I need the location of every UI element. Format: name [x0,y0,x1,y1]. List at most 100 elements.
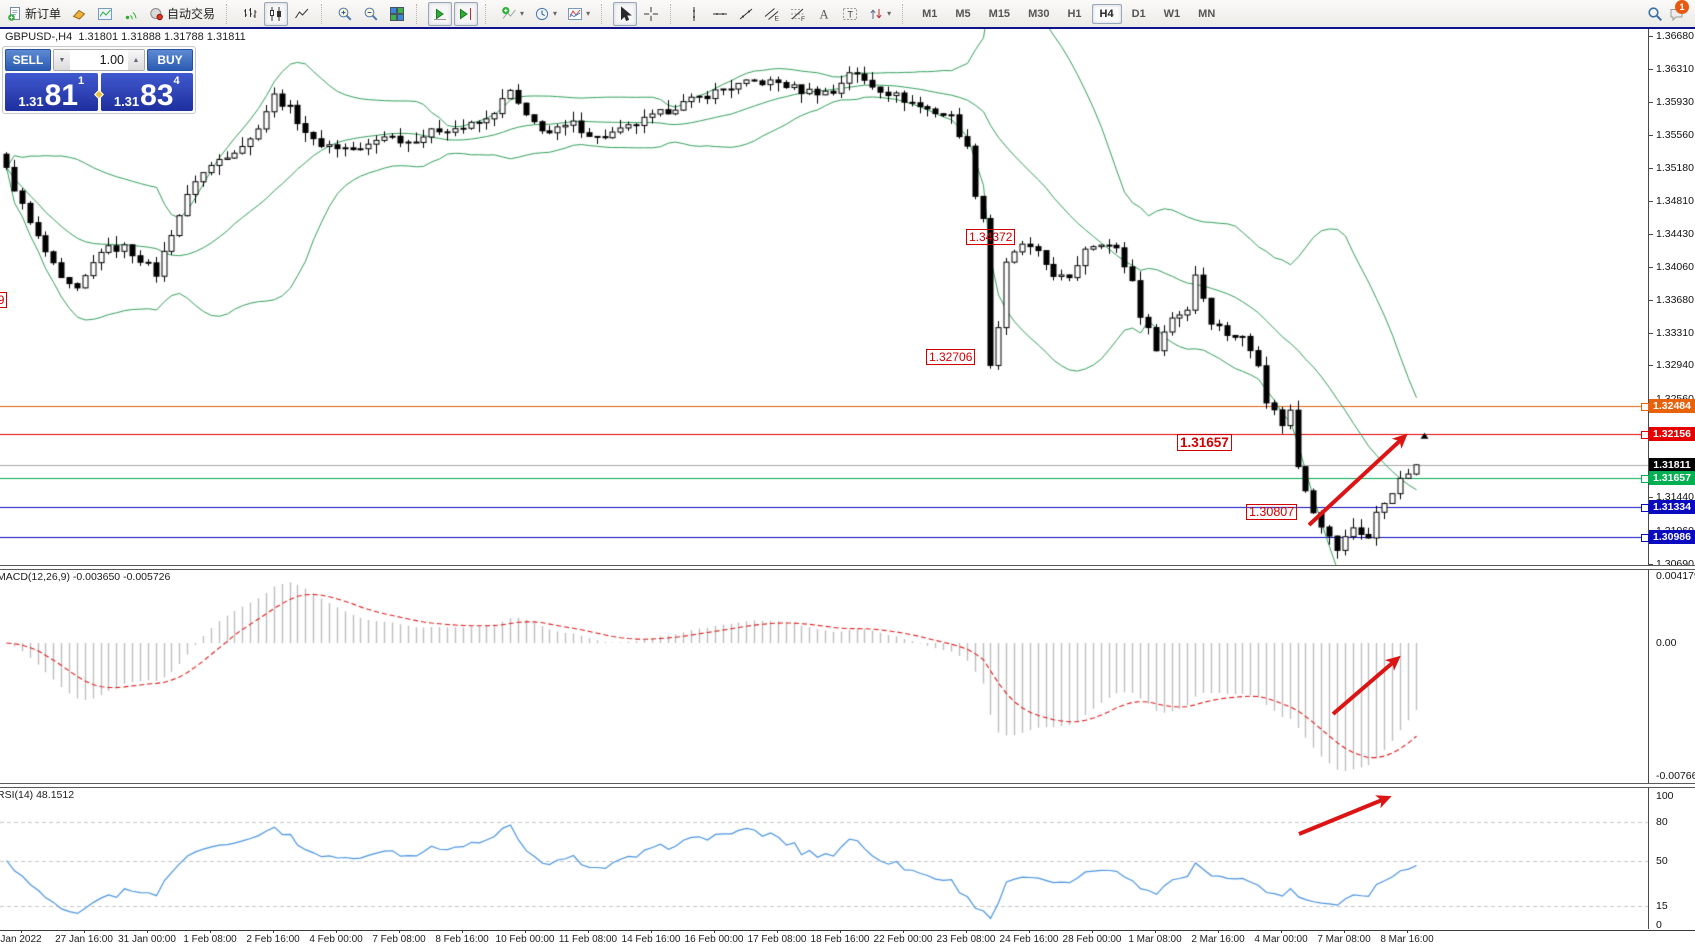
eraser-button[interactable] [67,2,91,26]
price-text-label[interactable]: 1.30807 [1246,504,1298,520]
sell-price-pip: 1 [78,75,85,87]
candle-chart-button[interactable] [264,1,289,26]
time-axis-label: Jan 2022 [0,934,42,945]
hline-anchor-square[interactable] [1641,504,1649,512]
price-axis-tick-label: 1.35180 [1656,162,1694,174]
time-axis-tick [1218,930,1219,933]
timeframe-m1-button[interactable]: M1 [922,7,938,20]
zoom-in-icon [337,6,353,22]
time-axis-label: 8 Feb 16:00 [435,934,489,945]
dropdown-caret-icon[interactable]: ▾ [887,9,892,18]
dropdown-caret-icon[interactable]: ▾ [553,9,558,18]
time-axis-tick [651,930,652,933]
time-axis-tick [210,930,211,933]
time-axis-tick [714,930,715,933]
rsi-scale-label: 80 [1656,816,1668,828]
macd-scale-label: 0.004179 [1656,570,1695,582]
cursor-button[interactable] [613,1,638,26]
macd-indicator-canvas[interactable] [0,569,1648,781]
dropdown-caret-icon[interactable]: ▾ [520,9,525,18]
zoom-in-button[interactable] [333,2,357,26]
time-axis-tick [840,930,841,933]
templates-button[interactable]: ▾ [563,2,594,26]
hline-anchor-square[interactable] [1641,431,1649,439]
volume-input[interactable]: 1.00 [99,53,124,67]
fibonacci-button[interactable]: F [786,2,810,26]
price-axis-tick [1648,69,1653,70]
sell-price-display[interactable]: 1.31 81 1 [5,73,98,111]
dropdown-caret-icon[interactable]: ▾ [586,9,591,18]
doc-plus-icon [7,6,23,22]
hline-icon [712,6,728,22]
buy-price-display[interactable]: 1.31 83 4 [100,73,193,111]
text-label-button[interactable]: T [838,2,862,26]
crosshair-button[interactable] [639,2,663,26]
price-text-label[interactable]: 1.34372 [966,229,1016,245]
bar-chart-button[interactable] [238,2,262,26]
timeframe-m30-button[interactable]: M30 [1028,7,1050,20]
channel-button[interactable]: E [760,2,784,26]
text-button[interactable]: A [812,2,836,26]
vertical-line-button[interactable] [682,2,706,26]
price-axis-tick [1648,36,1653,37]
trendline-button[interactable] [734,2,758,26]
toolbar-left: 新订单 自动交易 ▾ ▾ ▾ E F A T ▾ [2,1,913,26]
time-axis-label: 27 Jan 16:00 [55,934,113,945]
timeframe-h1-button[interactable]: H1 [1067,7,1082,20]
indicators-button[interactable]: ▾ [497,2,528,26]
time-axis-tick [84,930,85,933]
macd-scale-label: 0.00 [1656,637,1677,649]
toolbar-separator [902,3,910,24]
price-axis-tick [1648,135,1653,136]
new-order-button[interactable]: 新订单 [3,2,65,26]
chart-window-button[interactable] [93,2,117,26]
time-axis[interactable] [0,930,1695,948]
volume-decrease-button[interactable]: ▼ [54,50,70,70]
price-axis-tick-label: 1.34060 [1656,261,1694,273]
sell-button[interactable]: SELL [5,49,51,71]
chart-shift-button[interactable] [454,1,479,26]
price-axis-tick-label: 1.34810 [1656,195,1694,207]
hline-anchor-square[interactable] [1641,475,1649,483]
zoom-out-button[interactable] [359,2,383,26]
tile-windows-button[interactable] [385,2,409,26]
rsi-panel-separator[interactable] [0,783,1695,788]
time-axis-tick [399,930,400,933]
time-axis-tick [1407,930,1408,933]
price-text-label[interactable]: 1.31657 [1177,434,1232,451]
time-axis-tick [1029,930,1030,933]
macd-panel-separator[interactable] [0,565,1695,570]
price-axis-tick-label: 1.36310 [1656,63,1694,75]
signal-button[interactable] [119,2,143,26]
notification-badge[interactable]: 1 [1675,0,1689,14]
timeframe-m5-button[interactable]: M5 [955,7,971,20]
horizontal-line-button[interactable] [708,2,732,26]
hline-anchor-square[interactable] [1641,403,1649,411]
timeframe-w1-button[interactable]: W1 [1163,7,1181,20]
price-text-label[interactable]: 1.33559 [0,292,8,308]
auto-trading-button[interactable]: 自动交易 [145,2,219,26]
signal-icon [123,6,139,22]
timeframe-d1-button[interactable]: D1 [1131,7,1146,20]
hline-anchor-square[interactable] [1641,534,1649,542]
chat-icon[interactable]: 1 [1669,0,1689,22]
periods-button[interactable]: ▾ [530,2,561,26]
volume-increase-button[interactable]: ▲ [128,50,144,70]
search-icon[interactable] [1647,6,1663,22]
chartshift-icon [458,6,474,22]
price-text-label[interactable]: 1.32706 [926,349,976,365]
timeframe-m15-button[interactable]: M15 [988,7,1011,20]
auto-scroll-button[interactable] [428,1,453,26]
line-chart-button[interactable] [290,2,314,26]
rsi-indicator-canvas[interactable] [0,787,1648,928]
timeframe-mn-button[interactable]: MN [1198,7,1216,20]
arrows-button[interactable]: ▾ [864,2,895,26]
timeframe-h4-button[interactable]: H4 [1091,3,1122,24]
time-axis-label: 1 Mar 08:00 [1128,934,1182,945]
price-chart-canvas[interactable] [0,28,1648,565]
bid-price-label: 1.31811 [1649,458,1695,472]
bars-icon [242,6,258,22]
buy-button[interactable]: BUY [147,49,193,71]
